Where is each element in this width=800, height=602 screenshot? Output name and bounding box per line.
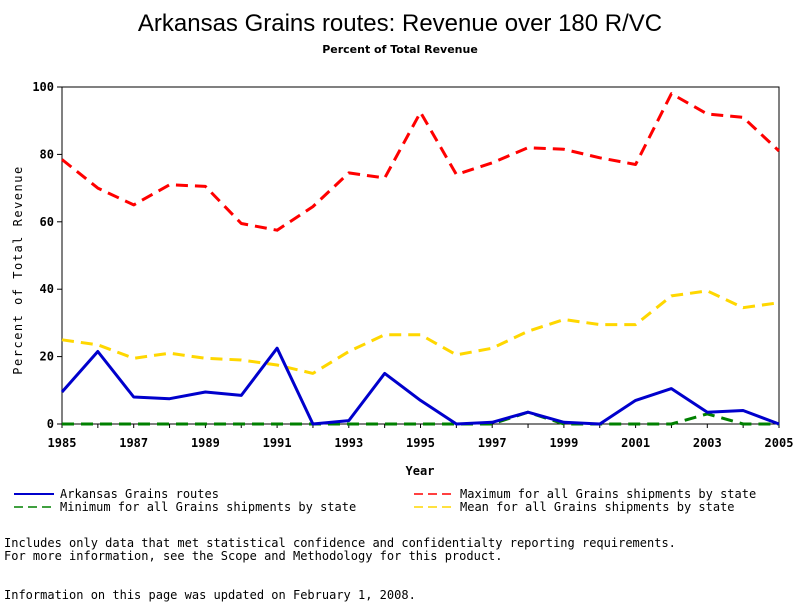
x-tick-label: 1993 (334, 436, 363, 450)
legend-label: Minimum for all Grains shipments by stat… (60, 500, 356, 514)
plot-area (61, 86, 780, 425)
legend-label: Mean for all Grains shipments by state (460, 500, 735, 514)
y-tick-label: 60 (40, 215, 54, 229)
y-tick-label: 80 (40, 147, 54, 161)
x-tick-label: 1999 (549, 436, 578, 450)
x-axis-label: Year (406, 464, 435, 478)
x-axis: 1985 1987 1989 1991 1993 1995 1997 1999 2001 2003… (48, 424, 794, 450)
legend-label: Arkansas Grains routes (60, 487, 219, 501)
legend: Arkansas Grains routes Maximum for all Gr… (14, 487, 756, 514)
chart-subtitle: Percent of Total Revenue (322, 43, 478, 56)
chart-title: Arkansas Grains routes: Revenue over 180… (138, 10, 662, 37)
note-updated: Information on this page was updated on … (4, 588, 416, 602)
y-tick-label: 40 (40, 282, 54, 296)
x-tick-label: 1997 (478, 436, 507, 450)
x-tick-label: 1989 (191, 436, 220, 450)
y-tick-label: 100 (32, 80, 54, 94)
series-line-0 (60, 346, 780, 426)
legend-label: Maximum for all Grains shipments by stat… (460, 487, 756, 501)
x-tick-label: 1985 (48, 436, 77, 450)
note-methodology: For more information, see the Scope and … (4, 549, 503, 563)
series-line-1 (61, 92, 781, 232)
plot-border (61, 86, 780, 425)
series-line-2 (62, 410, 779, 426)
series-group (60, 92, 781, 426)
series-line-3 (61, 289, 780, 375)
x-tick-label: 1995 (406, 436, 435, 450)
note-confidentiality: Includes only data that met statistical … (4, 536, 676, 550)
x-tick-label: 2003 (693, 436, 722, 450)
y-axis: 0 20 40 60 80 100 (32, 80, 62, 431)
x-tick-label: 2001 (621, 436, 650, 450)
y-tick-label: 0 (47, 417, 54, 431)
x-tick-label: 2005 (765, 436, 794, 450)
y-axis-label: Percent of Total Revenue (11, 165, 25, 374)
y-tick-label: 20 (40, 350, 54, 364)
x-tick-label: 1991 (263, 436, 292, 450)
x-tick-label: 1987 (119, 436, 148, 450)
